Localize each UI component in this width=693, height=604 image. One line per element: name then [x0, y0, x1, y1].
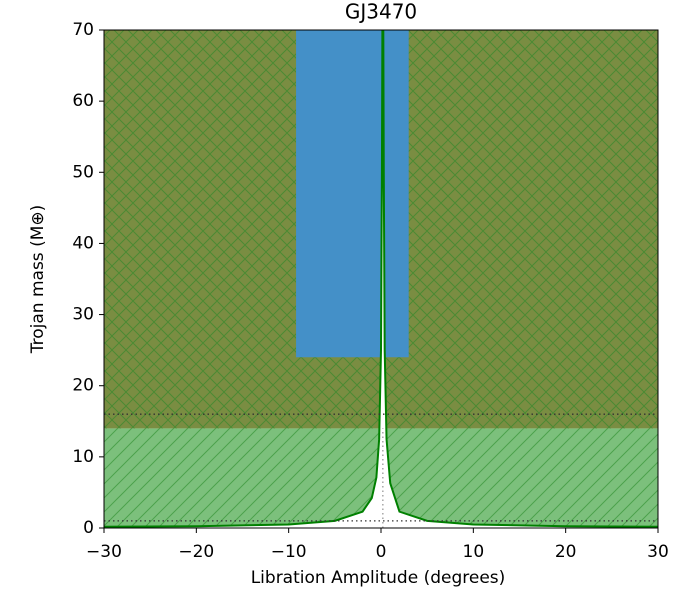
x-tick-label: −30 [86, 542, 122, 562]
y-tick-label: 40 [72, 233, 94, 253]
y-tick-label: 60 [72, 91, 94, 111]
x-tick-label: −10 [271, 542, 307, 562]
region [296, 30, 409, 358]
x-tick-label: 30 [647, 542, 669, 562]
y-axis-label: Trojan mass (M⊕) [28, 205, 48, 355]
y-tick-label: 50 [72, 162, 94, 182]
y-tick-label: 20 [72, 376, 94, 396]
y-tick-label: 70 [72, 20, 94, 40]
line [104, 30, 658, 528]
y-tick-label: 0 [83, 518, 94, 538]
x-tick-label: 0 [376, 542, 387, 562]
plot-area [104, 30, 658, 528]
x-axis-label: Libration Amplitude (degrees) [251, 568, 506, 588]
area-under-line [104, 30, 658, 528]
chart-title: GJ3470 [345, 0, 417, 24]
y-tick-label: 30 [72, 305, 94, 325]
x-tick-label: 20 [555, 542, 577, 562]
x-tick-label: −20 [178, 542, 214, 562]
x-tick-label: 10 [463, 542, 485, 562]
y-tick-label: 10 [72, 447, 94, 467]
axes: −30 −20 −10 0 10 20 30 0 10 20 30 40 50 60 70 [72, 20, 668, 562]
